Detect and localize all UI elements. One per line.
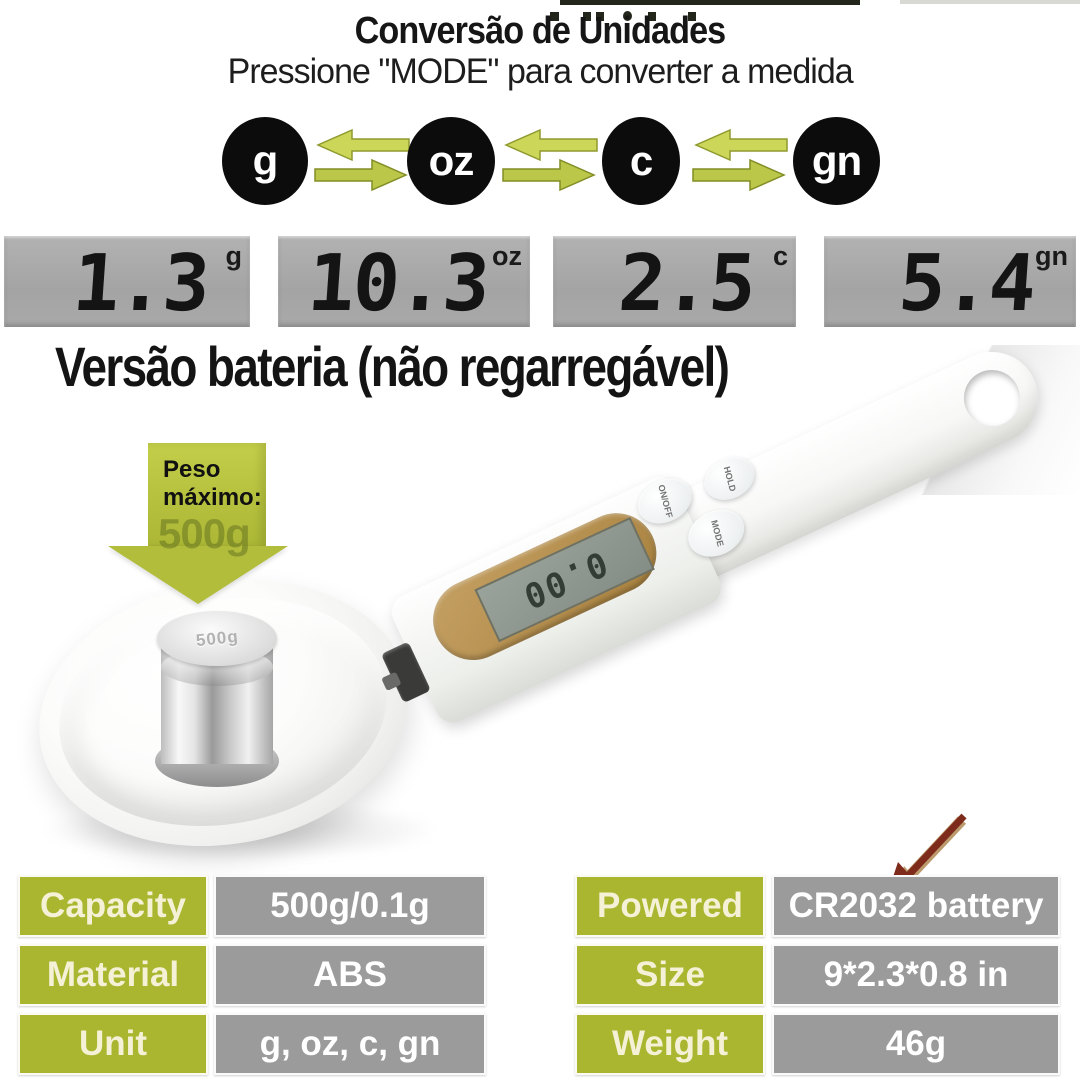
cropped-artifact-dot xyxy=(688,12,696,21)
swap-arrows-icon xyxy=(692,128,788,192)
cropped-artifact-strip-light xyxy=(900,0,1080,4)
spec-value-text: g, oz, c, gn xyxy=(259,1024,441,1063)
spec-value-text: CR2032 battery xyxy=(788,886,1044,925)
spec-label-powered: Powered xyxy=(575,875,765,937)
spec-value-powered: CR2032 battery xyxy=(772,875,1060,937)
spec-label-text: Size xyxy=(634,955,706,994)
max-weight-badge-value: 500g xyxy=(158,510,251,557)
max-weight-badge-line1: Peso xyxy=(163,456,221,483)
max-weight-arrow-head xyxy=(108,546,288,604)
swap-arrows-icon xyxy=(502,128,598,192)
page-subtitle-row: Pressione "MODE" para converter a medida xyxy=(0,52,1080,92)
spec-label-text: Capacity xyxy=(40,886,186,925)
max-weight-arrow-badge xyxy=(148,443,266,547)
spec-value-material: ABS xyxy=(214,944,486,1006)
unit-circle-gn: gn xyxy=(793,117,880,205)
page-title-row: Conversão de Unidades xyxy=(0,10,1080,53)
spec-value-weight: 46g xyxy=(772,1013,1060,1075)
lcd-panel-oz: 10.3 oz xyxy=(278,236,530,329)
lcd-panel-c: 2.5 c xyxy=(553,236,796,329)
spec-label-text: Unit xyxy=(78,1024,148,1063)
spec-value-text: 46g xyxy=(885,1024,947,1063)
cropped-artifact-dot xyxy=(623,11,632,21)
spec-label-text: Weight xyxy=(611,1024,728,1063)
spec-label-weight: Weight xyxy=(575,1013,765,1075)
unit-circle-g: g xyxy=(222,117,308,205)
cropped-artifact-dot xyxy=(596,12,604,21)
swap-arrows-icon xyxy=(314,128,410,192)
spec-value-size: 9*2.3*0.8 in xyxy=(772,944,1060,1006)
spec-value-unit: g, oz, c, gn xyxy=(214,1013,486,1075)
unit-label-c: c xyxy=(629,137,653,184)
spec-label-size: Size xyxy=(575,944,765,1006)
unit-circle-oz: oz xyxy=(407,117,495,205)
calibration-weight-engraving: 500g xyxy=(194,626,240,650)
lcd-unit: c xyxy=(772,241,788,271)
unit-label-oz: oz xyxy=(428,137,475,184)
spec-label-capacity: Capacity xyxy=(18,875,208,937)
spec-value-text: ABS xyxy=(313,955,387,994)
lcd-unit: g xyxy=(225,241,243,271)
lcd-panel-gn: 5.4 gn xyxy=(824,236,1076,329)
lcd-value: 2.5 xyxy=(615,239,758,329)
lcd-value: 10.3 xyxy=(305,239,492,329)
page-title: Conversão de Unidades xyxy=(354,10,727,52)
hold-button-label: HOLD xyxy=(721,464,738,492)
unit-circle-c: c xyxy=(602,117,680,205)
spec-label-material: Material xyxy=(18,944,208,1006)
spec-label-text: Powered xyxy=(597,886,743,925)
mode-button-label: MODE xyxy=(708,518,726,548)
lcd-value: 5.4 xyxy=(895,239,1038,329)
cropped-artifact-dot xyxy=(583,12,591,21)
battery-heading-row: Versão bateria (não regarregável) xyxy=(55,334,1055,399)
unit-label-gn: gn xyxy=(811,137,862,184)
battery-heading: Versão bateria (não regarregável) xyxy=(55,335,730,398)
cropped-artifact-dot xyxy=(648,12,656,21)
spec-value-text: 9*2.3*0.8 in xyxy=(823,955,1009,994)
cropped-artifact-dot xyxy=(550,12,559,21)
spec-label-text: Material xyxy=(46,955,180,994)
lcd-unit: oz xyxy=(492,241,522,271)
lcd-value: 1.3 xyxy=(69,239,212,329)
unit-label-g: g xyxy=(252,137,279,184)
page-subtitle: Pressione "MODE" para converter a medida xyxy=(227,52,854,91)
on-off-button-label: ON/OFF xyxy=(656,483,675,519)
spec-label-unit: Unit xyxy=(18,1013,208,1075)
cropped-artifact-strip xyxy=(560,0,860,5)
lcd-unit: gn xyxy=(1035,241,1068,271)
calibration-weight-top: 500g xyxy=(157,611,277,666)
spec-value-text: 500g/0.1g xyxy=(270,886,430,925)
max-weight-badge-line2: máximo: xyxy=(163,484,262,511)
lcd-panel-g: 1.3 g xyxy=(4,236,250,329)
spec-value-capacity: 500g/0.1g xyxy=(214,875,486,937)
